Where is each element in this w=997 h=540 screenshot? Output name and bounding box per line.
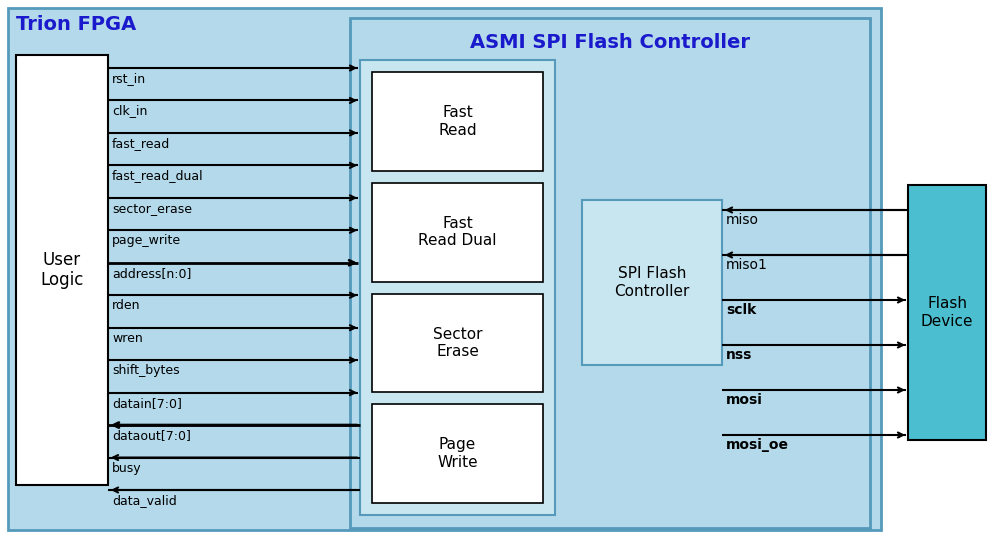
Text: sclk: sclk	[726, 303, 757, 317]
Text: mosi_oe: mosi_oe	[726, 438, 789, 452]
Bar	[372, 294, 543, 392]
Bar	[8, 8, 881, 530]
Text: clk_in: clk_in	[112, 104, 148, 118]
Text: Fast
Read: Fast Read	[439, 105, 477, 138]
Text: data_valid: data_valid	[112, 494, 176, 507]
Bar	[372, 72, 543, 171]
Text: fast_read: fast_read	[112, 137, 170, 150]
Text: mosi: mosi	[726, 393, 763, 407]
Text: dataout[7:0]: dataout[7:0]	[112, 429, 190, 442]
Text: fast_read_dual: fast_read_dual	[112, 170, 203, 183]
Text: Fast
Read Dual: Fast Read Dual	[419, 216, 497, 248]
Text: shift_bytes: shift_bytes	[112, 364, 179, 377]
Text: miso: miso	[726, 213, 759, 227]
Text: nss: nss	[726, 348, 753, 362]
Text: Flash
Device: Flash Device	[921, 296, 973, 329]
Text: address[n:0]: address[n:0]	[112, 267, 191, 280]
Bar	[360, 60, 555, 515]
Text: User
Logic: User Logic	[40, 251, 84, 289]
Bar	[372, 183, 543, 281]
Text: datain[7:0]: datain[7:0]	[112, 396, 181, 410]
Bar	[582, 200, 722, 365]
Bar	[908, 185, 986, 440]
Text: miso1: miso1	[726, 258, 768, 272]
Text: rden: rden	[112, 299, 141, 312]
Text: Page
Write: Page Write	[438, 437, 478, 470]
Bar	[350, 18, 870, 528]
Text: Sector
Erase: Sector Erase	[433, 327, 483, 359]
Text: busy: busy	[112, 462, 142, 475]
Text: page_write: page_write	[112, 234, 181, 247]
Bar	[372, 404, 543, 503]
Bar	[16, 55, 108, 485]
Text: wren: wren	[112, 332, 143, 345]
Text: sector_erase: sector_erase	[112, 202, 192, 215]
Text: SPI Flash
Controller: SPI Flash Controller	[614, 266, 690, 299]
Text: rst_in: rst_in	[112, 72, 147, 85]
Text: Trion FPGA: Trion FPGA	[16, 15, 137, 34]
Text: ASMI SPI Flash Controller: ASMI SPI Flash Controller	[470, 33, 750, 52]
